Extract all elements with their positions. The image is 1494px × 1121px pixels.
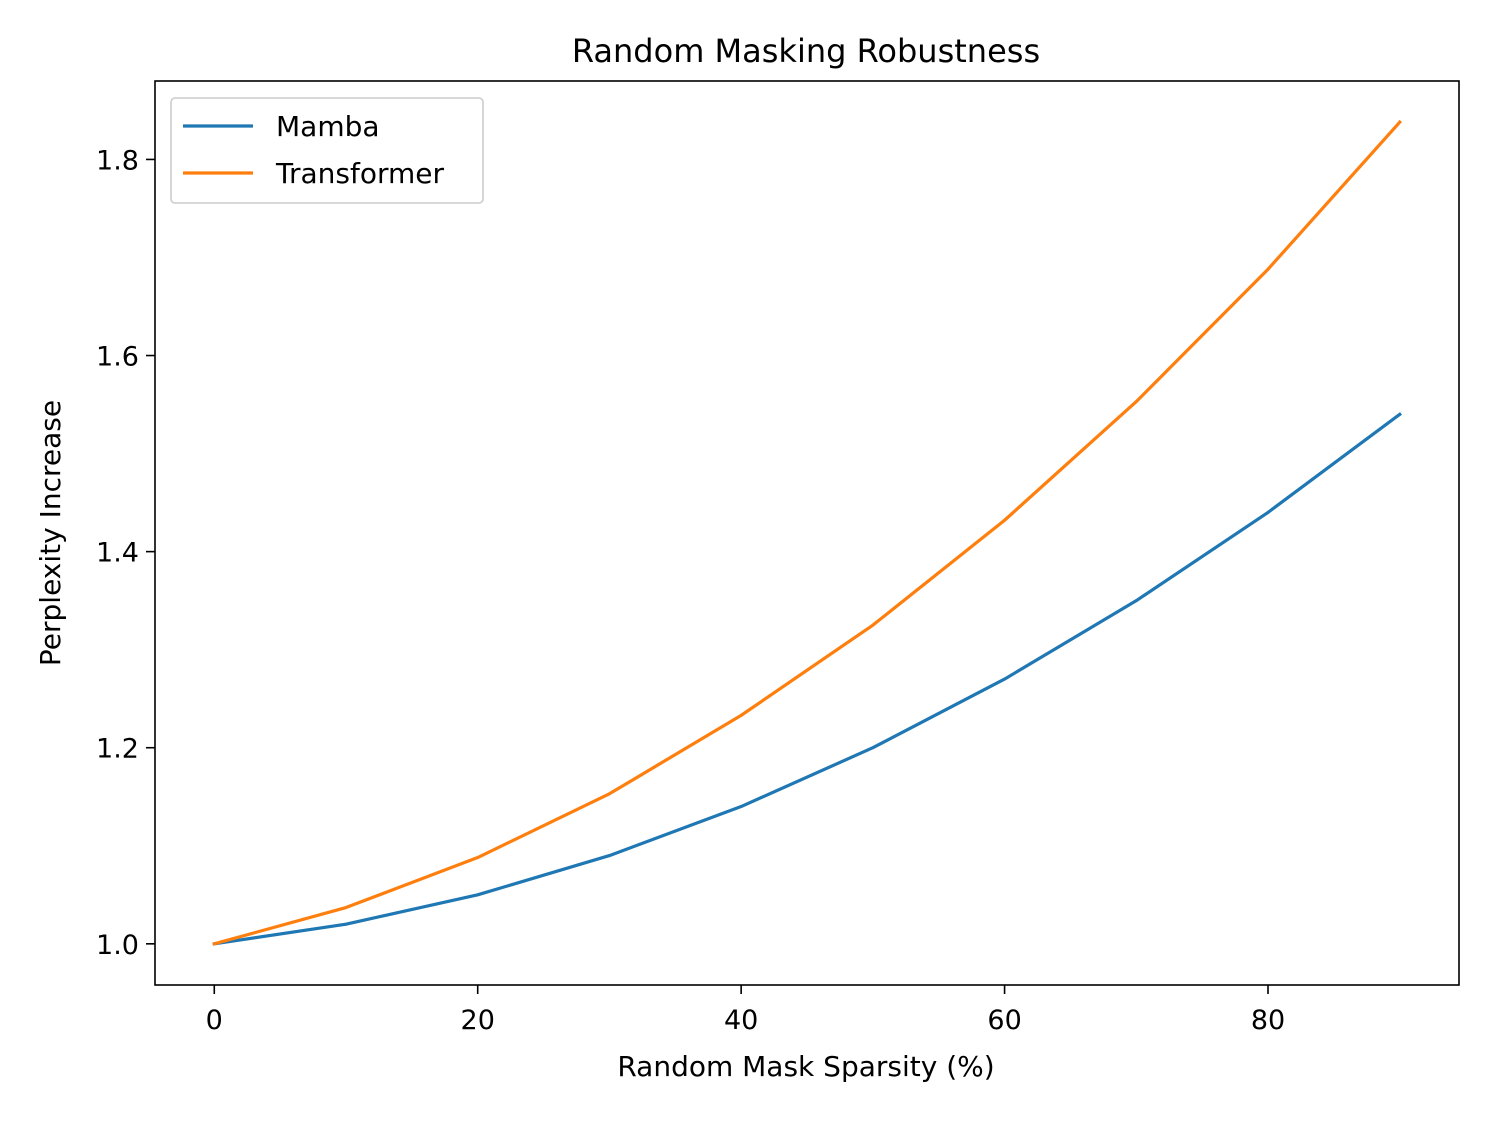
data-point-mamba <box>608 854 611 857</box>
data-point-transformer <box>739 713 743 717</box>
data-point-transformer <box>1398 120 1402 124</box>
data-point-mamba <box>476 893 480 897</box>
data-point-transformer <box>1266 267 1270 271</box>
y-axis-label: Perplexity Increase <box>34 400 67 666</box>
data-point-mamba <box>1266 511 1270 514</box>
data-point-mamba <box>739 805 743 808</box>
series-layer <box>212 119 1402 946</box>
data-point-transformer <box>1134 400 1138 404</box>
plot-frame <box>154 80 1460 986</box>
data-point-transformer <box>1003 518 1006 522</box>
plot-area <box>154 80 1460 986</box>
data-point-transformer <box>212 942 216 946</box>
legend: Mamba Transformer <box>170 97 484 204</box>
data-point-mamba <box>344 922 348 926</box>
y-tick-label: 1.2 <box>96 734 139 765</box>
x-tick-label: 80 <box>1251 1005 1285 1036</box>
data-point-mamba <box>1003 677 1006 681</box>
chart-title: Random Masking Robustness <box>572 32 1040 70</box>
x-tick-label: 0 <box>206 1005 223 1036</box>
y-tick-label: 1.6 <box>96 342 139 373</box>
x-tick-label: 20 <box>461 1005 495 1036</box>
legend-box <box>170 97 484 204</box>
y-tick-label: 1.0 <box>96 930 139 961</box>
y-tick-label: 1.4 <box>96 538 139 569</box>
data-point-mamba <box>1134 599 1138 603</box>
data-point-transformer <box>476 856 480 859</box>
x-axis: 0 20 40 60 80 <box>206 985 1285 1036</box>
x-axis-label: Random Mask Sparsity (%) <box>617 1050 994 1083</box>
series-line-transformer <box>212 119 1402 946</box>
x-tick-label: 40 <box>724 1005 758 1036</box>
data-point-mamba <box>871 746 875 750</box>
x-tick-label: 60 <box>987 1005 1021 1036</box>
y-axis: 1.0 1.2 1.4 1.6 1.8 <box>96 145 155 961</box>
data-point-transformer <box>608 792 611 796</box>
data-point-mamba <box>1398 412 1402 416</box>
legend-label: Transformer <box>275 157 445 190</box>
y-tick-label: 1.8 <box>96 145 139 176</box>
data-point-transformer <box>344 906 348 909</box>
series-line-mamba <box>212 412 1402 946</box>
legend-label: Mamba <box>276 110 380 143</box>
data-point-transformer <box>871 623 875 627</box>
